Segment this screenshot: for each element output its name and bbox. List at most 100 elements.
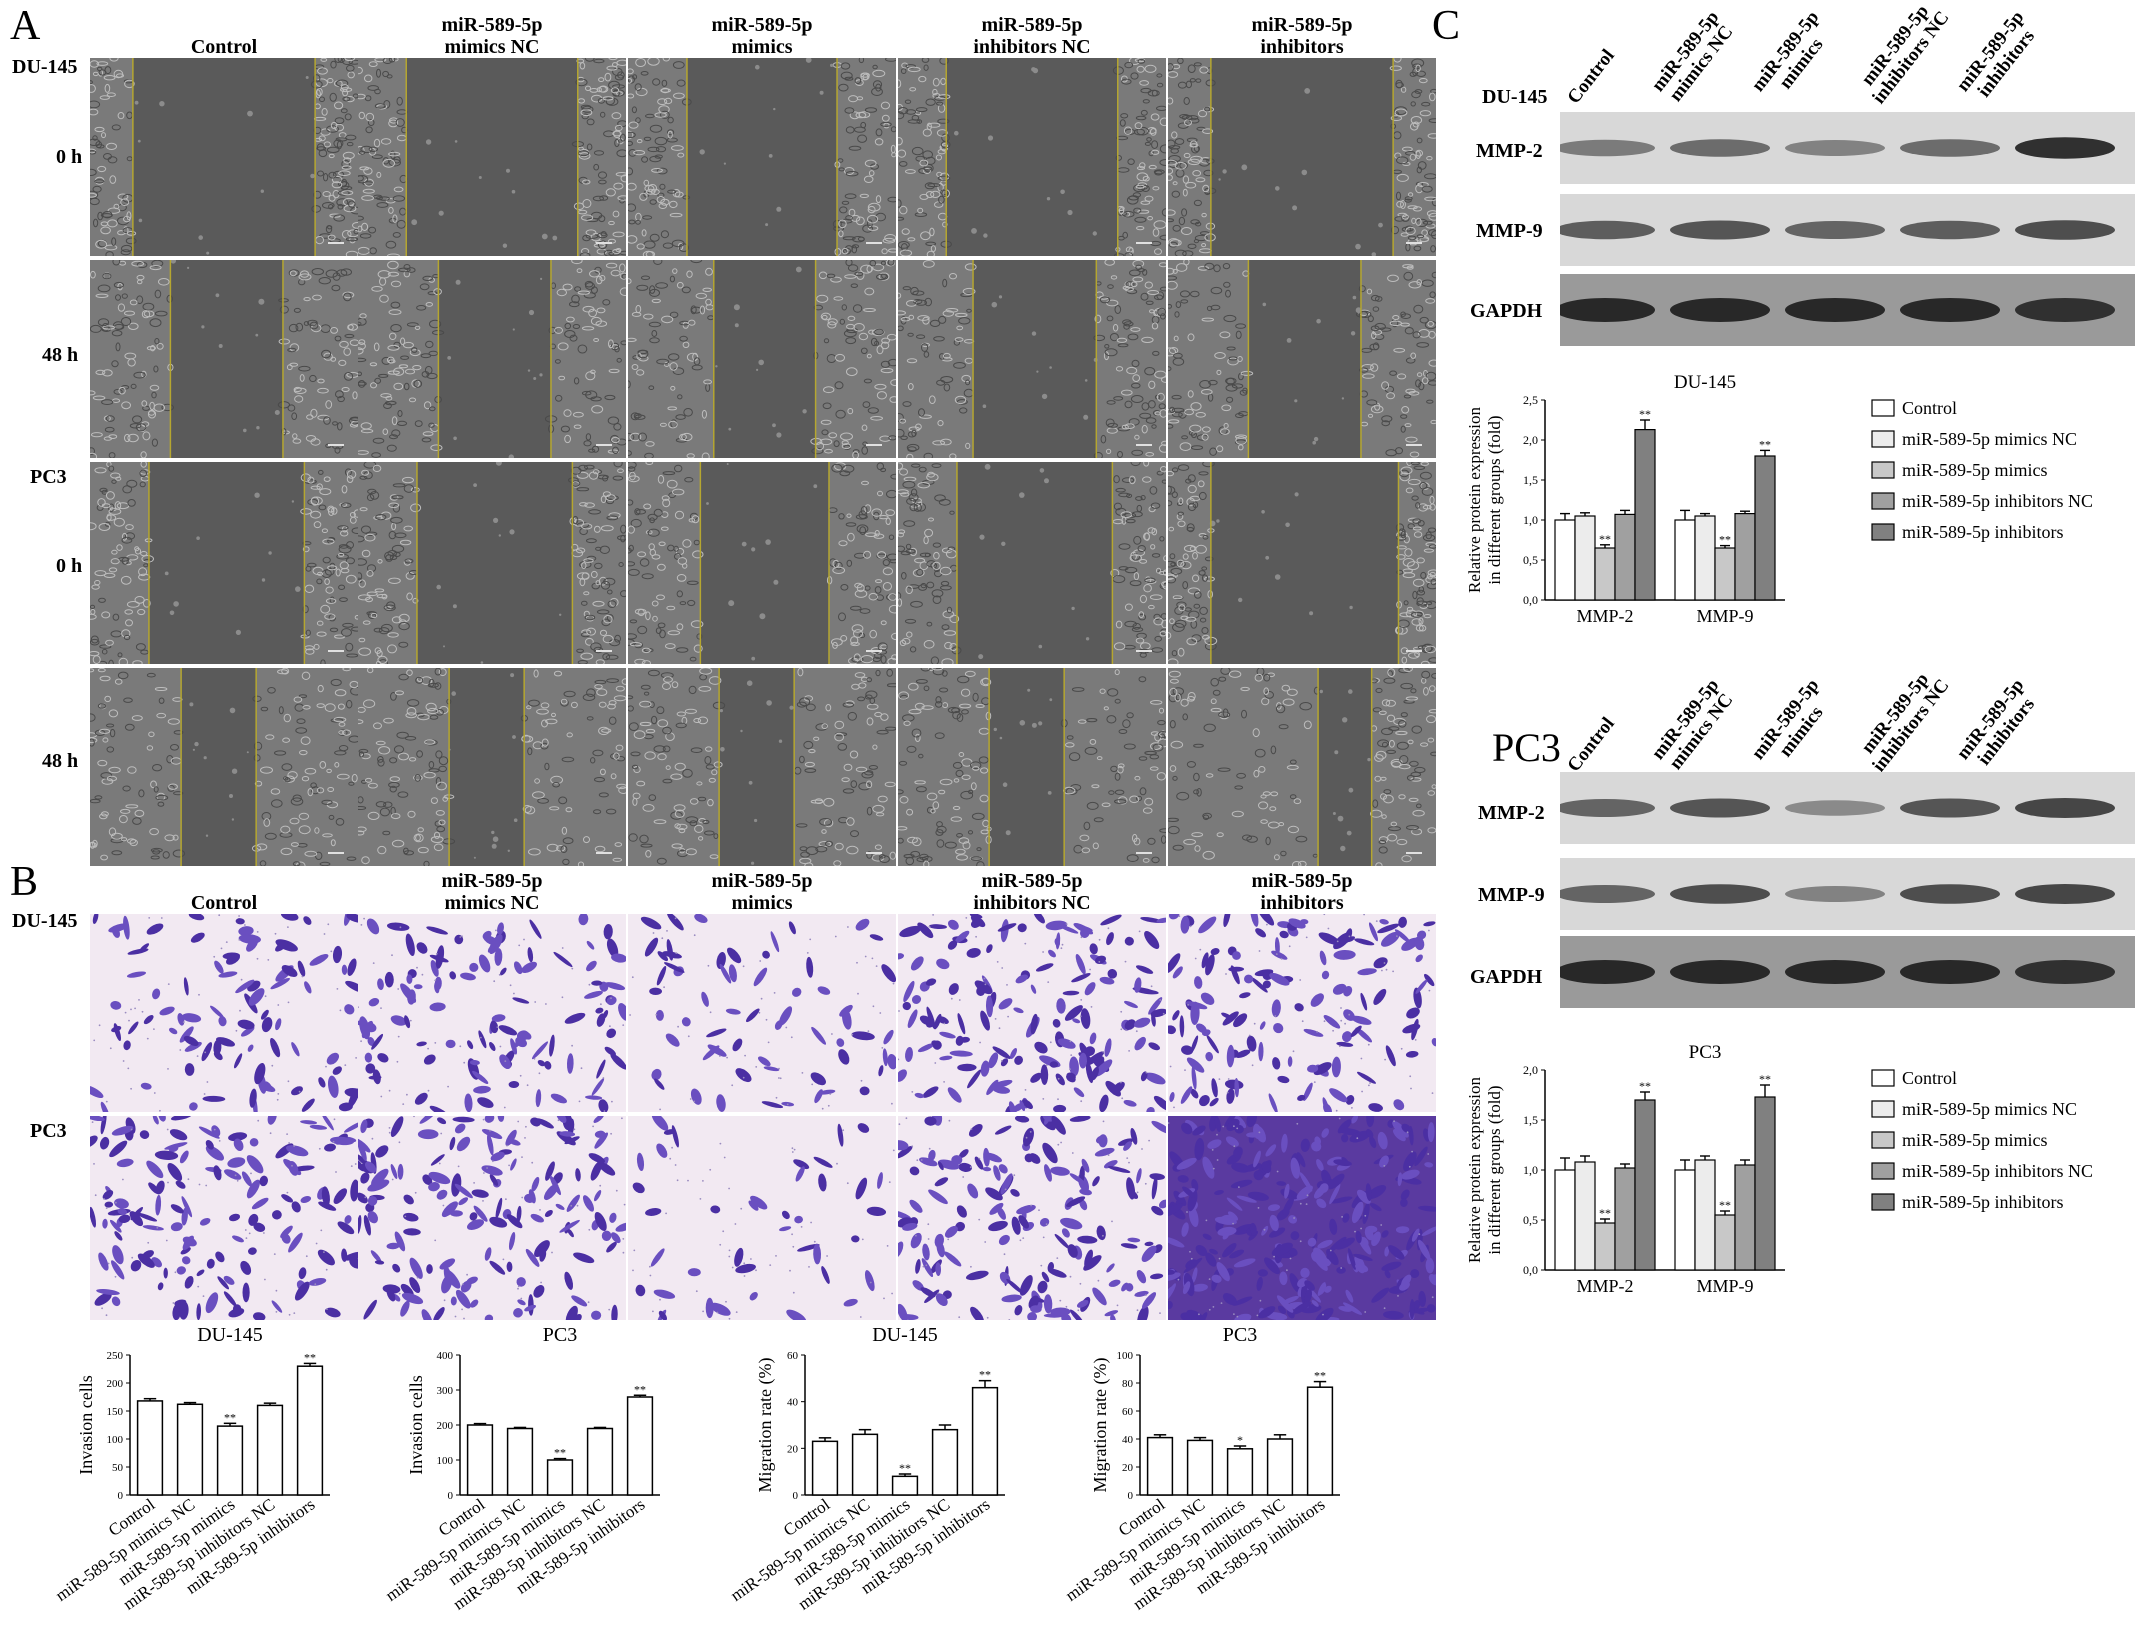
chart4-legend-swatch-3 bbox=[1871, 492, 1895, 510]
a-header-1: miR-589-5p mimics NC bbox=[441, 14, 543, 58]
blot-pc3-gapdh-label: GAPDH bbox=[1470, 966, 1543, 988]
wound-image-du145-0h-0 bbox=[90, 58, 358, 256]
chart4-bar-1-1 bbox=[1694, 515, 1716, 601]
wound-image-pc3-48h-2 bbox=[628, 668, 896, 866]
chart0-ytick-2: 100 bbox=[107, 1434, 124, 1446]
blot-du-gapdh bbox=[1560, 274, 2135, 346]
wound-image-pc3-48h-0 bbox=[90, 668, 358, 866]
wound-image-du145-0h-1 bbox=[358, 58, 626, 256]
chart0-bar-0 bbox=[136, 1400, 164, 1496]
blot-du-mmp-2 bbox=[1560, 112, 2135, 184]
chart3-bar-2 bbox=[1226, 1448, 1254, 1496]
chart5-ylabel-0: Relative protein expression bbox=[1465, 1077, 1484, 1264]
chart5-legend-swatch-3 bbox=[1871, 1162, 1895, 1180]
blot-du145-gapdh-label: GAPDH bbox=[1470, 300, 1543, 322]
chart3-title: PC3 bbox=[1223, 1324, 1257, 1346]
invasion-pc3-chart: PC3 0 100 200 300 400 Invasion cells Control miR… bbox=[370, 1324, 700, 1645]
a-header-3: miR-589-5p inhibitors NC bbox=[973, 14, 1091, 58]
chart4-ytick-1: 0,5 bbox=[1523, 553, 1538, 567]
wound-image-du145-0h-2 bbox=[628, 58, 896, 256]
chart5-legend-swatch-4 bbox=[1871, 1193, 1895, 1211]
chart1-ytick-1: 100 bbox=[437, 1455, 454, 1467]
chart5-sig-0-4: ** bbox=[1639, 1079, 1651, 1093]
blot-du145-mmp2-label: MMP-2 bbox=[1476, 140, 1543, 162]
migration-du145-chart: DU-145 0 20 40 60 Migration rate (%) Control mi… bbox=[715, 1324, 1055, 1645]
chart0-bar-3 bbox=[256, 1404, 284, 1496]
b-header-4: miR-589-5p inhibitors bbox=[1251, 870, 1353, 914]
blot-du-lane-4: miR-589-5p inhibitors bbox=[1952, 7, 2039, 102]
chart4-sig-0-4: ** bbox=[1639, 407, 1651, 421]
chart4-legend-label-0: Control bbox=[1902, 398, 1957, 418]
panel-a-pc3-48h-label: 48 h bbox=[42, 750, 79, 772]
blot-du145-mmp9-label: MMP-9 bbox=[1476, 220, 1543, 242]
blot-du-mmp-9 bbox=[1560, 194, 2135, 266]
wound-image-du145-0h-4 bbox=[1168, 58, 1436, 256]
chart4-sig-1-4: ** bbox=[1759, 437, 1771, 451]
chart2-ytick-2: 40 bbox=[787, 1397, 799, 1409]
chart2-ytick-3: 60 bbox=[787, 1350, 799, 1362]
chart1-title: PC3 bbox=[543, 1324, 577, 1346]
blot-pc3-title: PC3 bbox=[1492, 725, 1561, 770]
chart0-bar-2 bbox=[216, 1425, 244, 1496]
chart2-title: DU-145 bbox=[872, 1324, 938, 1346]
chart0-bar-1 bbox=[176, 1403, 204, 1496]
transwell-image-du145-0 bbox=[90, 914, 358, 1112]
chart5-bar-1-3 bbox=[1734, 1164, 1756, 1271]
wound-image-du145-48h-1 bbox=[358, 260, 626, 458]
transwell-image-pc3-4 bbox=[1168, 1116, 1436, 1320]
chart4-xtick-1: MMP-9 bbox=[1696, 606, 1753, 626]
chart5-ytick-1: 0,5 bbox=[1523, 1213, 1538, 1227]
chart5-legend-label-3: miR-589-5p inhibitors NC bbox=[1902, 1161, 2093, 1181]
chart5-legend-label-1: miR-589-5p mimics NC bbox=[1902, 1099, 2077, 1119]
chart3-sig-4: ** bbox=[1314, 1369, 1326, 1383]
chart0-bar-4 bbox=[296, 1365, 324, 1496]
b-header-3: miR-589-5p inhibitors NC bbox=[973, 870, 1091, 914]
chart1-ylabel: Invasion cells bbox=[406, 1375, 426, 1474]
chart4-legend-swatch-0 bbox=[1871, 399, 1895, 417]
blot-pc-lane-1: miR-589-5p mimics NC bbox=[1647, 675, 1738, 774]
chart3-ylabel: Migration rate (%) bbox=[1090, 1358, 1111, 1493]
wound-image-pc3-0h-2 bbox=[628, 462, 896, 664]
protein-pc3-chart: PC3 0,0 0,5 1,0 1,5 2,0 Relative protein expre… bbox=[1440, 1040, 2140, 1370]
chart5-bar-0-4 bbox=[1634, 1099, 1656, 1271]
chart4-ytick-3: 1,5 bbox=[1523, 473, 1538, 487]
chart0-ytick-0: 0 bbox=[118, 1490, 124, 1502]
transwell-image-du145-4 bbox=[1168, 914, 1436, 1112]
chart5-legend-label-2: miR-589-5p mimics bbox=[1902, 1130, 2048, 1150]
transwell-image-pc3-3 bbox=[898, 1116, 1166, 1320]
blot-pc-mmp-9 bbox=[1560, 858, 2135, 930]
chart4-bar-1-3 bbox=[1734, 513, 1756, 601]
blot-du-lane-3: miR-589-5p inhibitors NC bbox=[1857, 1, 1954, 109]
transwell-image-pc3-1 bbox=[358, 1116, 626, 1320]
chart3-bar-1 bbox=[1186, 1439, 1214, 1496]
chart5-bar-0-2 bbox=[1594, 1222, 1616, 1271]
chart4-ytick-2: 1,0 bbox=[1523, 513, 1538, 527]
chart4-ytick-4: 2,0 bbox=[1523, 433, 1538, 447]
blot-du-lane-0: Control bbox=[1563, 45, 1619, 108]
blot-du145-cell-label: DU-145 bbox=[1482, 86, 1548, 108]
wound-image-pc3-0h-0 bbox=[90, 462, 358, 664]
wound-image-du145-48h-3 bbox=[898, 260, 1166, 458]
blot-du-lane-2: miR-589-5p mimics bbox=[1747, 7, 1828, 96]
chart3-ytick-2: 40 bbox=[1122, 1434, 1134, 1446]
panel-a-du145-0h-label: 0 h bbox=[56, 146, 83, 168]
panel-b-pc3-label: PC3 bbox=[30, 1120, 67, 1142]
chart2-ytick-1: 20 bbox=[787, 1443, 799, 1455]
chart3-ytick-0: 0 bbox=[1128, 1490, 1134, 1502]
chart5-bar-0-1 bbox=[1574, 1161, 1596, 1271]
chart0-title: DU-145 bbox=[197, 1324, 263, 1346]
chart0-ytick-5: 250 bbox=[107, 1350, 124, 1362]
chart5-legend-label-4: miR-589-5p inhibitors bbox=[1902, 1192, 2064, 1212]
chart5-legend-label-0: Control bbox=[1902, 1068, 1957, 1088]
chart4-ylabel-0: Relative protein expression bbox=[1465, 407, 1484, 594]
chart1-sig-2: ** bbox=[554, 1446, 566, 1460]
chart4-bar-0-3 bbox=[1614, 513, 1636, 601]
chart4-legend-label-4: miR-589-5p inhibitors bbox=[1902, 522, 2064, 542]
chart1-bar-4 bbox=[626, 1396, 654, 1496]
chart0-sig-2: ** bbox=[224, 1410, 236, 1424]
blot-pc-gapdh bbox=[1560, 936, 2135, 1008]
panel-a-du145-label: DU-145 bbox=[12, 56, 78, 78]
panel-b-du145-label: DU-145 bbox=[12, 910, 78, 932]
panel-c-letter: C bbox=[1432, 3, 1461, 49]
chart3-bar-3 bbox=[1266, 1438, 1294, 1496]
